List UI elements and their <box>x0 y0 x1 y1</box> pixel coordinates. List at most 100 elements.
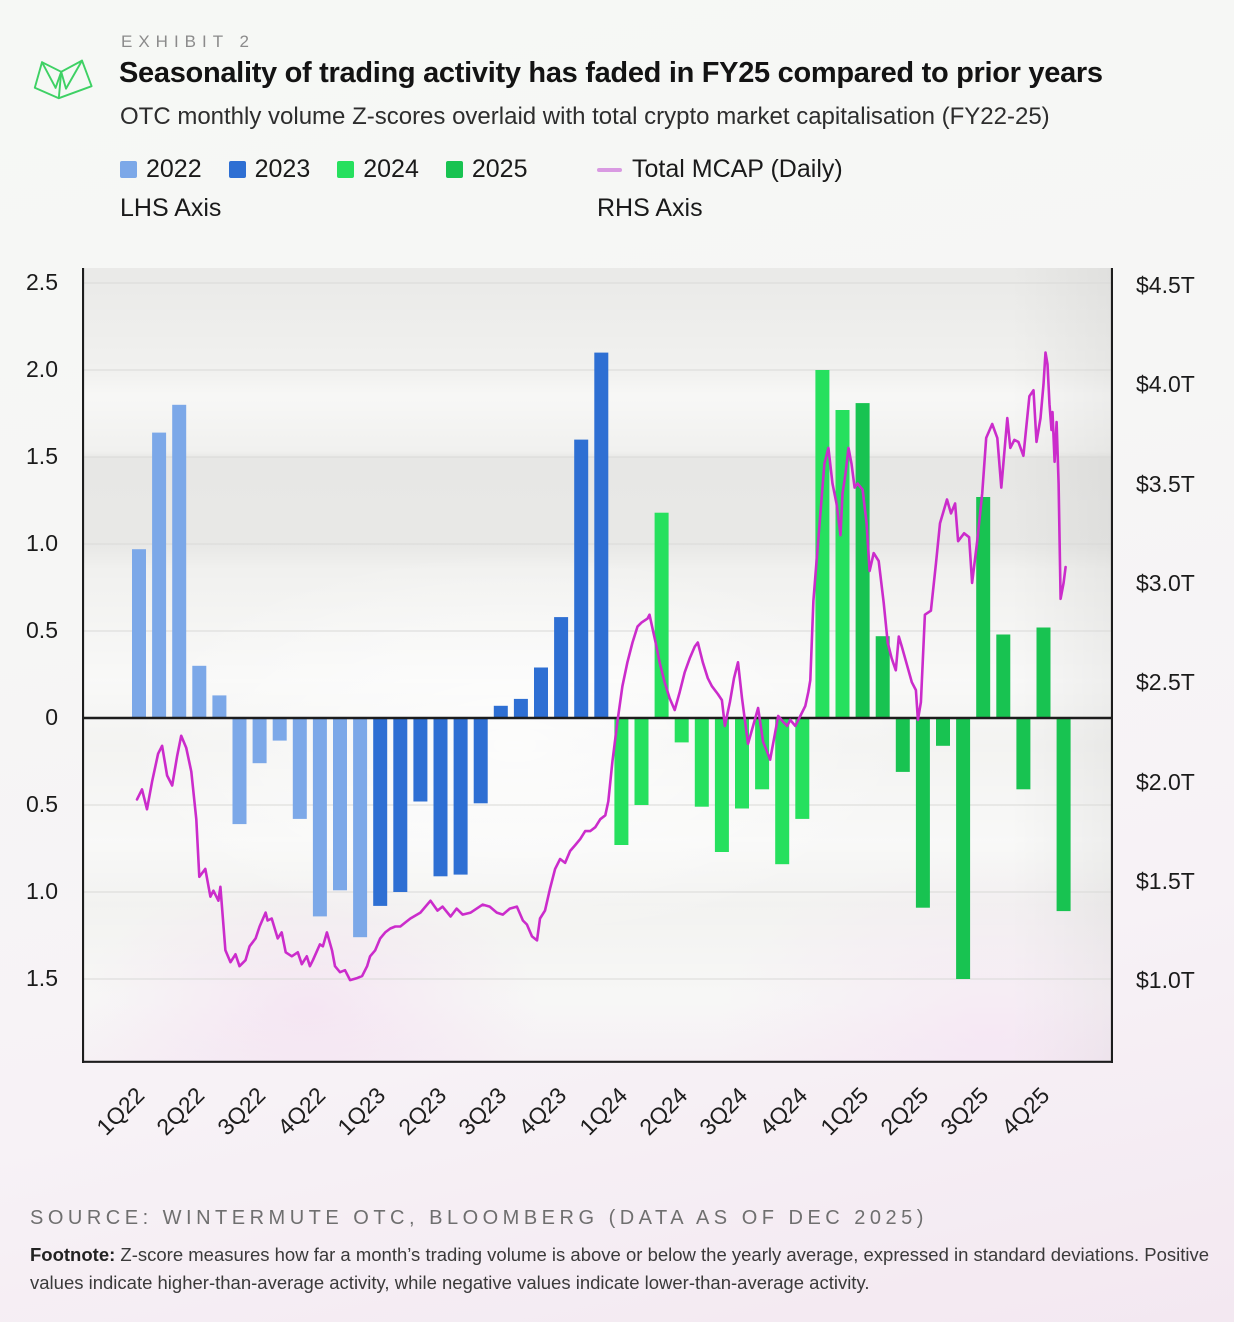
y-tick-right-5: $2.0T <box>1136 768 1195 795</box>
bar-2025-m8 <box>996 634 1011 718</box>
y-tick-right-7: $1.0T <box>1136 967 1195 994</box>
y-tick-left-2: 1.5 <box>26 443 58 469</box>
legend-label-2025: 2025 <box>471 155 528 183</box>
footnote: Footnote: Z-score measures how far a mon… <box>30 1241 1220 1297</box>
bar-2024-m7 <box>735 718 749 809</box>
bar-2024-m5 <box>694 718 709 807</box>
footnote-text: Z-score measures how far a month’s tradi… <box>30 1244 1210 1293</box>
plot-area <box>82 268 1113 1063</box>
bar-2023-m11 <box>574 439 589 718</box>
bar-2022-m11 <box>333 718 347 891</box>
bar-2024-m4 <box>674 718 689 743</box>
x-label-4Q22: 4Q22 <box>272 1082 331 1141</box>
y-tick-left-1: 2.0 <box>26 356 58 382</box>
x-label-3Q25: 3Q25 <box>935 1082 994 1141</box>
bar-2023-m1 <box>373 718 388 906</box>
page-title: Seasonality of trading activity has fade… <box>119 57 1103 89</box>
bar-2025-m2 <box>875 636 890 718</box>
mcap-line <box>135 351 1067 982</box>
x-label-2Q25: 2Q25 <box>875 1082 934 1141</box>
bar-2023-m10 <box>554 617 569 718</box>
y-tick-right-6: $1.5T <box>1136 867 1195 894</box>
bar-2025-m5 <box>936 718 950 746</box>
x-label-3Q22: 3Q22 <box>211 1082 271 1141</box>
bar-2022-m5 <box>212 695 227 718</box>
bar-2024-m10 <box>795 718 810 819</box>
legend-label-mcap: Total MCAP (Daily) <box>632 155 843 183</box>
bar-2024-m2 <box>634 718 649 805</box>
bar-2022-m9 <box>292 718 307 819</box>
exhibit-label: EXHIBIT 2 <box>121 32 255 51</box>
bar-2023-m6 <box>473 718 488 804</box>
y-tick-right-4: $2.5T <box>1136 669 1195 696</box>
x-label-2Q22: 2Q22 <box>151 1082 210 1141</box>
x-label-1Q22: 1Q22 <box>91 1082 150 1141</box>
bar-2025-m3 <box>895 718 910 772</box>
bar-2023-m7 <box>493 705 508 718</box>
source-line: SOURCE: WINTERMUTE OTC, BLOOMBERG (DATA … <box>30 1207 928 1229</box>
y-tick-right-2: $3.5T <box>1136 470 1195 497</box>
bar-2022-m12 <box>353 718 368 938</box>
page-subtitle: OTC monthly volume Z-scores overlaid wit… <box>120 103 1050 130</box>
bar-2022-m2 <box>152 432 167 718</box>
bar-2022-m3 <box>172 404 187 718</box>
bar-2024-m12 <box>835 410 850 718</box>
lhs-axis-note: LHS Axis <box>120 194 222 222</box>
footnote-label: Footnote: <box>30 1244 116 1265</box>
y-tick-left-5: 0 <box>45 704 58 730</box>
x-label-4Q24: 4Q24 <box>754 1082 813 1141</box>
x-label-3Q24: 3Q24 <box>694 1082 753 1141</box>
x-label-1Q25: 1Q25 <box>814 1082 874 1141</box>
bar-2022-m6 <box>232 718 247 825</box>
legend-swatch-2022 <box>120 161 137 178</box>
bar-2025-m10 <box>1036 627 1051 718</box>
wintermute-logo-icon <box>33 59 93 100</box>
y-tick-right-0: $4.5T <box>1136 272 1195 298</box>
bar-2025-m1 <box>855 403 870 718</box>
legend-label-2023: 2023 <box>254 155 311 183</box>
x-label-2Q24: 2Q24 <box>634 1082 693 1141</box>
bar-2023-m3 <box>413 718 428 802</box>
rhs-axis-note: RHS Axis <box>597 194 703 222</box>
bar-2024-m3 <box>654 512 669 718</box>
bar-2025-m4 <box>915 718 930 908</box>
x-label-1Q23: 1Q23 <box>332 1082 391 1141</box>
mcap-line-swatch <box>597 167 622 172</box>
y-tick-left-6: 0.5 <box>26 791 58 817</box>
bar-2022-m1 <box>132 549 146 718</box>
chart-canvas <box>82 268 1113 1063</box>
y-tick-right-1: $4.0T <box>1136 371 1195 398</box>
bar-2023-m5 <box>453 718 468 875</box>
x-label-4Q23: 4Q23 <box>513 1082 572 1141</box>
legend-label-2024: 2024 <box>363 155 419 183</box>
bar-2024-m8 <box>755 718 770 790</box>
bar-2023-m2 <box>393 718 408 892</box>
bar-2023-m9 <box>534 667 548 718</box>
legend-label-2022: 2022 <box>146 155 202 183</box>
bar-2022-m7 <box>252 718 267 764</box>
x-label-2Q23: 2Q23 <box>392 1082 451 1141</box>
legend-item-2022: 2022 <box>120 155 202 184</box>
legend-item-2024: 2024 <box>337 155 419 184</box>
bar-2025-m11 <box>1056 718 1071 912</box>
y-tick-left-4: 0.5 <box>26 617 58 643</box>
legend-swatch-2023 <box>228 161 246 178</box>
bar-2025-m6 <box>956 718 971 979</box>
legend-item-mcap: Total MCAP (Daily) <box>597 155 843 184</box>
y-tick-left-8: 1.5 <box>26 965 58 991</box>
legend-line: Total MCAP (Daily) RHS Axis <box>597 155 870 223</box>
legend-item-2023: 2023 <box>228 155 311 184</box>
bar-2025-m7 <box>976 497 991 718</box>
legend-swatch-2025 <box>445 161 463 178</box>
bar-2022-m10 <box>312 718 327 917</box>
legend-item-2025: 2025 <box>445 155 528 184</box>
y-tick-left-0: 2.5 <box>26 269 58 295</box>
bar-2025-m9 <box>1016 718 1031 790</box>
x-label-1Q24: 1Q24 <box>573 1082 632 1141</box>
bar-2023-m4 <box>433 718 448 877</box>
legend-bars: 2022 2023 2024 2025 LHS Axis <box>120 155 555 223</box>
bar-2023-m8 <box>513 698 528 718</box>
x-label-3Q23: 3Q23 <box>453 1082 512 1141</box>
legend-swatch-2024 <box>337 161 355 178</box>
